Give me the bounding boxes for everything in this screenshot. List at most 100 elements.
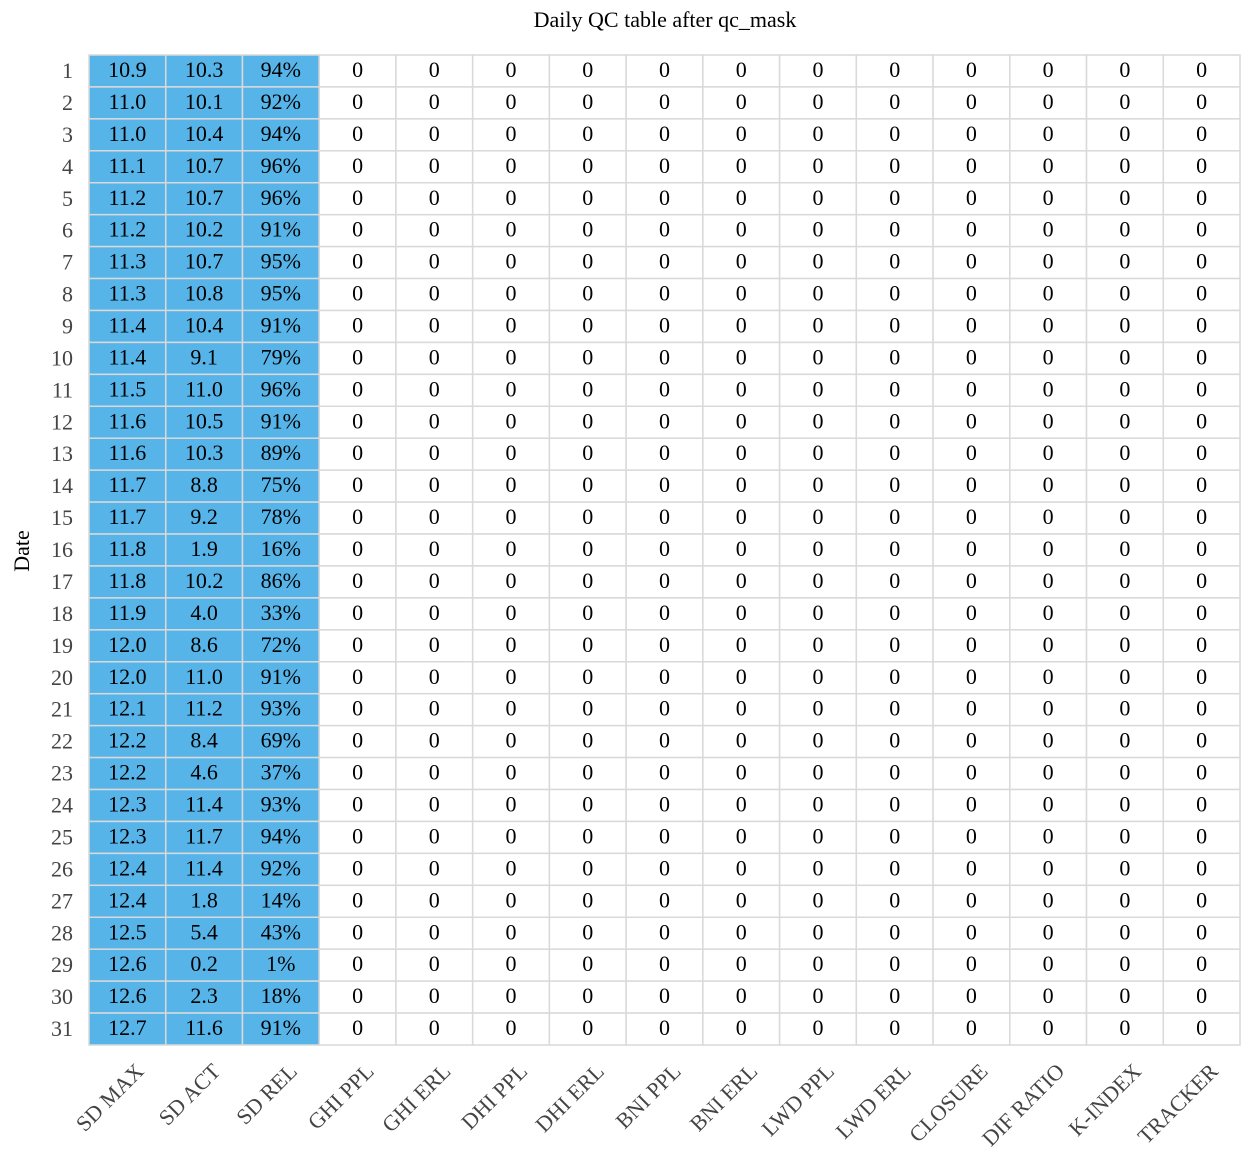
- row-label: 17: [51, 569, 73, 594]
- cell-text: 0: [352, 153, 363, 178]
- cell-text: 0: [1196, 600, 1207, 625]
- cell: [855, 533, 934, 567]
- cell-text: 0: [352, 472, 363, 497]
- cell-text: 0: [1119, 887, 1130, 912]
- cell-text: 0: [352, 536, 363, 561]
- cell-text: 0: [966, 312, 977, 337]
- cell: [855, 661, 934, 695]
- cell-text: 91%: [261, 1015, 301, 1040]
- cell: [241, 756, 320, 791]
- row-label: 12: [51, 409, 73, 434]
- cell-text: 4.0: [190, 600, 218, 625]
- cell-text: 0: [889, 664, 900, 689]
- cell: [548, 181, 627, 216]
- cell-text: 0: [736, 951, 747, 976]
- cell-text: 0: [582, 664, 593, 689]
- cell: [625, 437, 704, 471]
- cell: [1085, 181, 1165, 216]
- cell: [241, 884, 320, 919]
- cell: [241, 852, 320, 887]
- cell: [1009, 405, 1088, 439]
- row-label: 11: [52, 377, 73, 402]
- cell: [241, 820, 320, 855]
- cell: [1162, 788, 1241, 823]
- cell: [548, 245, 627, 280]
- cell-text: 0: [1196, 376, 1207, 401]
- column-label: SD ACT: [153, 1058, 225, 1130]
- column-label: GHI PPL: [303, 1058, 379, 1134]
- cell-text: 0: [582, 632, 593, 657]
- cell-text: 0: [659, 217, 670, 242]
- cell-text: 0: [889, 57, 900, 82]
- cell: [932, 86, 1011, 120]
- cell: [932, 469, 1011, 503]
- cell: [1009, 948, 1088, 982]
- cell: [778, 884, 858, 919]
- cell: [1085, 405, 1165, 439]
- cell-text: 12.3: [108, 823, 147, 848]
- cell-text: 11.2: [109, 217, 147, 242]
- cell-text: 11.0: [109, 121, 147, 146]
- cell-text: 0: [812, 344, 823, 369]
- cell-text: 0: [1119, 632, 1130, 657]
- cell: [241, 213, 320, 248]
- cell-text: 0: [659, 728, 670, 753]
- cell-text: 11.8: [109, 568, 147, 593]
- cell: [88, 150, 167, 184]
- cell-text: 0: [1119, 951, 1130, 976]
- cell: [164, 692, 244, 727]
- cell: [318, 213, 397, 248]
- cell: [702, 565, 781, 599]
- cell-text: 11.4: [109, 312, 147, 337]
- cell: [471, 86, 551, 120]
- cell: [702, 820, 781, 855]
- cell-text: 12.1: [108, 696, 147, 721]
- cell-text: 0: [889, 504, 900, 529]
- cell-text: 0: [736, 57, 747, 82]
- cell: [1162, 565, 1241, 599]
- cell-text: 0: [1119, 344, 1130, 369]
- cell-text: 91%: [261, 312, 301, 337]
- cell: [625, 501, 704, 535]
- cell-text: 11.8: [109, 536, 147, 561]
- cell-text: 0: [506, 312, 517, 337]
- cell-text: 0: [659, 664, 670, 689]
- cell-text: 0: [1196, 536, 1207, 561]
- cell-text: 0: [506, 919, 517, 944]
- cell-text: 0: [352, 408, 363, 433]
- row-label: 18: [51, 601, 73, 626]
- cell-text: 0: [889, 281, 900, 306]
- cell: [471, 1012, 551, 1046]
- cell: [855, 277, 934, 312]
- cell-text: 0: [352, 696, 363, 721]
- cell-text: 92%: [261, 89, 301, 114]
- cell-text: 8.6: [190, 632, 218, 657]
- cell: [1162, 469, 1241, 503]
- cell-text: 0: [582, 504, 593, 529]
- cell-text: 0: [1043, 632, 1054, 657]
- cell: [471, 756, 551, 791]
- cell-text: 0: [1043, 823, 1054, 848]
- cell-text: 0: [429, 504, 440, 529]
- cell: [932, 692, 1011, 727]
- row-label: 21: [51, 697, 73, 722]
- cell-text: 0: [506, 823, 517, 848]
- cell-text: 0: [736, 504, 747, 529]
- cell-text: 0: [659, 760, 670, 785]
- cell: [88, 533, 167, 567]
- cell-text: 10.4: [185, 121, 224, 146]
- cell-text: 0: [1119, 408, 1130, 433]
- cell-text: 0: [429, 249, 440, 274]
- cell-text: 0: [812, 919, 823, 944]
- cell-text: 0: [966, 408, 977, 433]
- cell-text: 0: [736, 728, 747, 753]
- cell-text: 0: [582, 89, 593, 114]
- cell: [88, 213, 167, 248]
- cell: [932, 501, 1011, 535]
- cell-text: 72%: [261, 632, 301, 657]
- cell: [1162, 118, 1241, 152]
- cell-text: 0: [1196, 89, 1207, 114]
- cell: [1085, 661, 1165, 695]
- row-label: 6: [62, 218, 73, 243]
- cell-text: 0: [736, 121, 747, 146]
